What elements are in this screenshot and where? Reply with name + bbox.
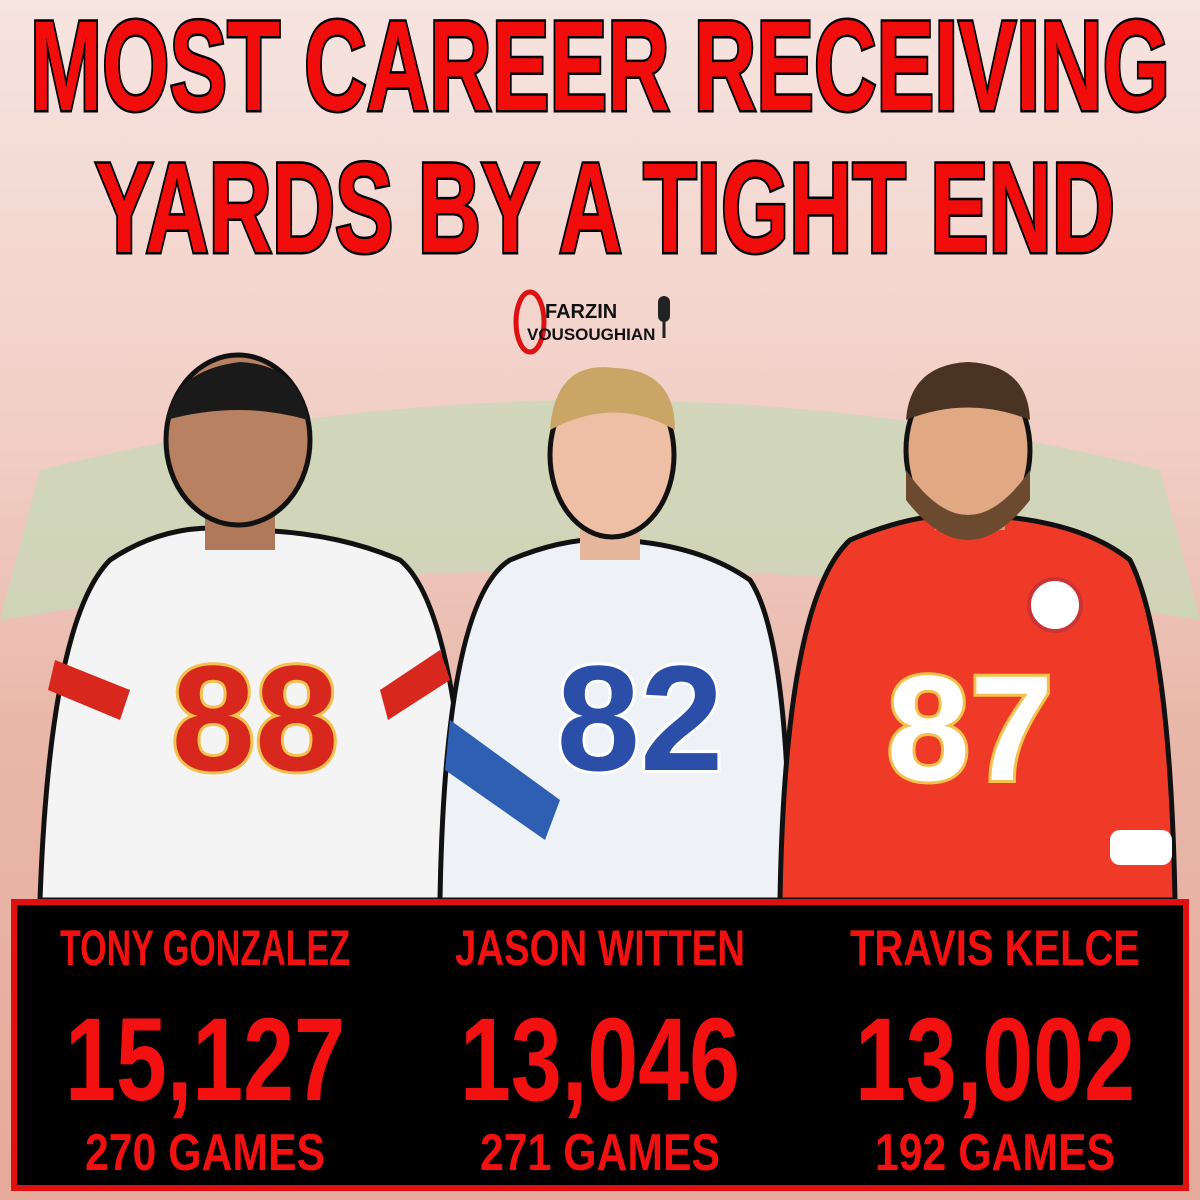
jersey-number: 88 (172, 634, 339, 802)
receiving-yards: 15,127 (65, 994, 345, 1126)
player-name: JASON WITTEN (455, 920, 745, 976)
player-name: TONY GONZALEZ (60, 920, 350, 976)
title-line: YARDS BY A TIGHT END (95, 137, 1115, 280)
games-played: 192 GAMES (875, 1124, 1115, 1182)
logo-text: FARZIN (545, 301, 617, 323)
receiving-yards: 13,002 (855, 994, 1135, 1126)
stats-panel (11, 899, 1189, 1191)
player-name: TRAVIS KELCE (850, 920, 1140, 976)
games-played: 270 GAMES (85, 1124, 325, 1182)
receiving-yards: 13,046 (460, 994, 740, 1126)
logo-text: VOUSOUGHIAN (527, 325, 655, 344)
player-photo: 88 (37, 352, 473, 903)
player-photo: 87 (777, 362, 1178, 903)
player-photo: 82 (437, 367, 793, 903)
title-line: MOST CAREER RECEIVING (30, 0, 1170, 138)
jersey-number: 87 (887, 644, 1054, 812)
jersey-number: 82 (557, 634, 724, 802)
logo: FARZIN VOUSOUGHIAN (513, 289, 670, 355)
games-played: 271 GAMES (480, 1124, 720, 1182)
